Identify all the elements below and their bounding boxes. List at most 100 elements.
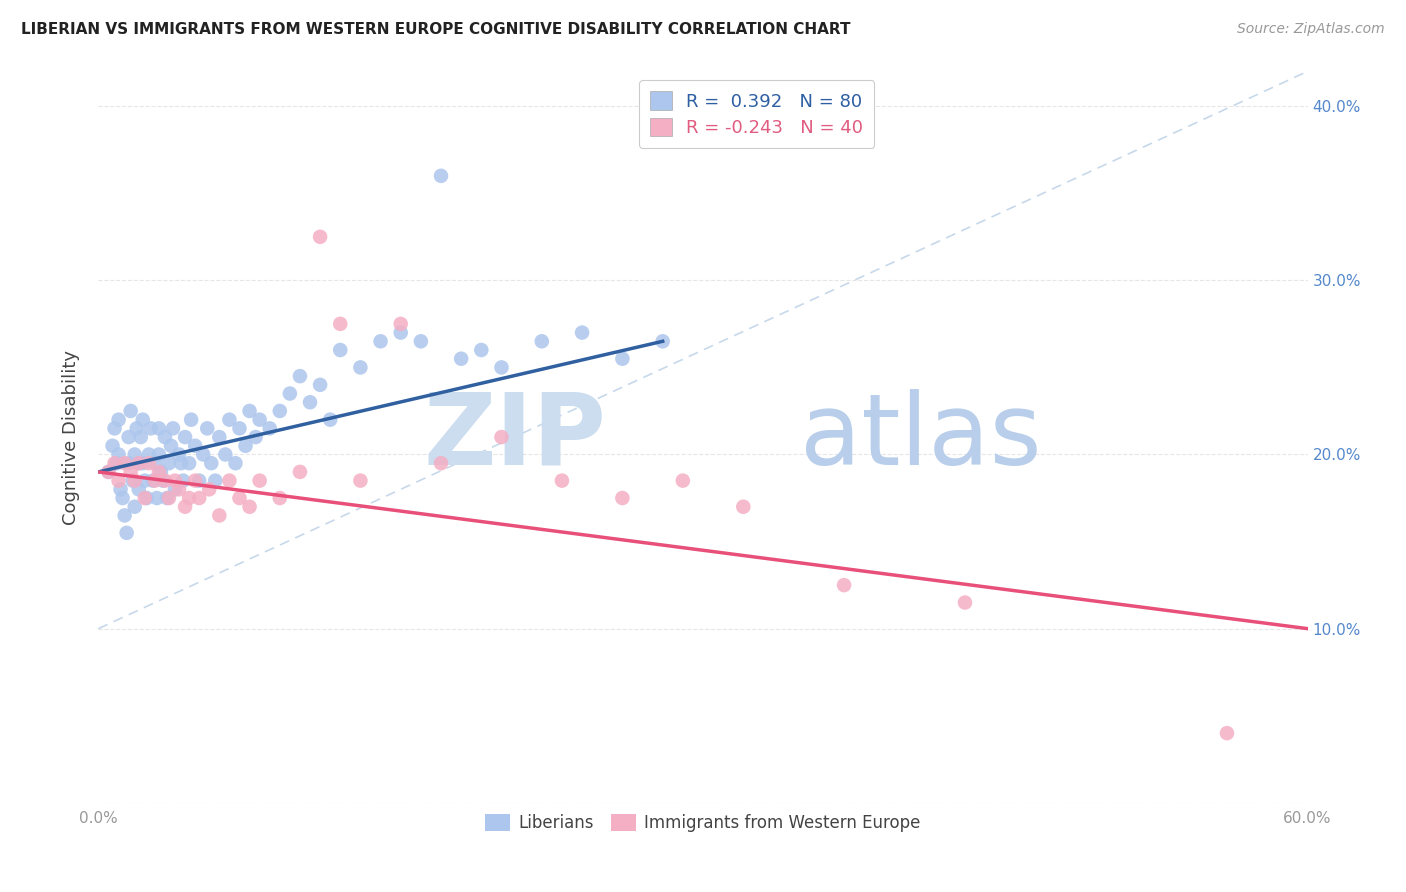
Point xyxy=(101,439,124,453)
Point xyxy=(551,474,574,488)
Point xyxy=(672,474,695,488)
Point xyxy=(299,395,322,409)
Point xyxy=(143,456,166,470)
Point xyxy=(235,439,257,453)
Point xyxy=(120,465,142,479)
Point xyxy=(128,456,150,470)
Point xyxy=(530,334,553,349)
Point xyxy=(170,456,193,470)
Point xyxy=(125,421,148,435)
Point xyxy=(188,491,211,505)
Point xyxy=(228,421,250,435)
Point xyxy=(156,491,179,505)
Point xyxy=(491,430,513,444)
Point xyxy=(184,439,207,453)
Point xyxy=(160,439,183,453)
Point xyxy=(146,491,169,505)
Point xyxy=(239,500,262,514)
Y-axis label: Cognitive Disability: Cognitive Disability xyxy=(62,350,80,524)
Point xyxy=(134,491,156,505)
Point xyxy=(288,369,311,384)
Point xyxy=(103,421,125,435)
Point xyxy=(139,421,162,435)
Point xyxy=(132,456,155,470)
Point xyxy=(174,430,197,444)
Point xyxy=(128,483,150,497)
Point xyxy=(138,456,160,470)
Point xyxy=(193,448,215,462)
Point xyxy=(157,456,180,470)
Point xyxy=(228,491,250,505)
Point xyxy=(128,456,150,470)
Point xyxy=(953,595,976,609)
Point xyxy=(172,474,194,488)
Point xyxy=(195,421,218,435)
Point xyxy=(370,334,392,349)
Point xyxy=(329,317,352,331)
Point xyxy=(157,491,180,505)
Point xyxy=(309,229,332,244)
Point xyxy=(571,326,593,340)
Point xyxy=(651,334,673,349)
Point xyxy=(180,412,202,426)
Point xyxy=(163,483,186,497)
Point xyxy=(148,421,170,435)
Point xyxy=(153,430,176,444)
Point xyxy=(124,500,146,514)
Point xyxy=(114,456,136,470)
Point xyxy=(198,483,221,497)
Point xyxy=(188,474,211,488)
Text: LIBERIAN VS IMMIGRANTS FROM WESTERN EUROPE COGNITIVE DISABILITY CORRELATION CHAR: LIBERIAN VS IMMIGRANTS FROM WESTERN EURO… xyxy=(21,22,851,37)
Point xyxy=(107,448,129,462)
Point xyxy=(110,483,132,497)
Point xyxy=(269,491,291,505)
Point xyxy=(184,474,207,488)
Point xyxy=(148,448,170,462)
Point xyxy=(430,169,453,183)
Point xyxy=(124,448,146,462)
Point xyxy=(121,474,143,488)
Point xyxy=(200,456,222,470)
Point xyxy=(105,456,128,470)
Point xyxy=(1216,726,1239,740)
Point xyxy=(114,508,136,523)
Point xyxy=(97,465,120,479)
Point xyxy=(319,412,342,426)
Point xyxy=(269,404,291,418)
Point xyxy=(249,474,271,488)
Point xyxy=(389,317,412,331)
Point xyxy=(612,491,634,505)
Point xyxy=(278,386,301,401)
Point xyxy=(179,456,201,470)
Point xyxy=(167,483,190,497)
Legend: Liberians, Immigrants from Western Europe: Liberians, Immigrants from Western Europ… xyxy=(478,807,928,838)
Point xyxy=(239,404,262,418)
Point xyxy=(134,474,156,488)
Point xyxy=(245,430,267,444)
Point xyxy=(450,351,472,366)
Point xyxy=(135,491,157,505)
Point xyxy=(288,465,311,479)
Point xyxy=(259,421,281,435)
Point xyxy=(218,412,240,426)
Point xyxy=(204,474,226,488)
Point xyxy=(349,474,371,488)
Point xyxy=(97,465,120,479)
Point xyxy=(167,448,190,462)
Point xyxy=(138,448,160,462)
Point xyxy=(179,491,201,505)
Point xyxy=(832,578,855,592)
Point xyxy=(120,404,142,418)
Point xyxy=(733,500,755,514)
Point xyxy=(162,421,184,435)
Point xyxy=(153,474,176,488)
Point xyxy=(115,525,138,540)
Point xyxy=(107,412,129,426)
Point xyxy=(208,430,231,444)
Point xyxy=(149,465,172,479)
Point xyxy=(143,474,166,488)
Point xyxy=(129,430,152,444)
Point xyxy=(309,377,332,392)
Text: atlas: atlas xyxy=(800,389,1042,485)
Point xyxy=(142,474,165,488)
